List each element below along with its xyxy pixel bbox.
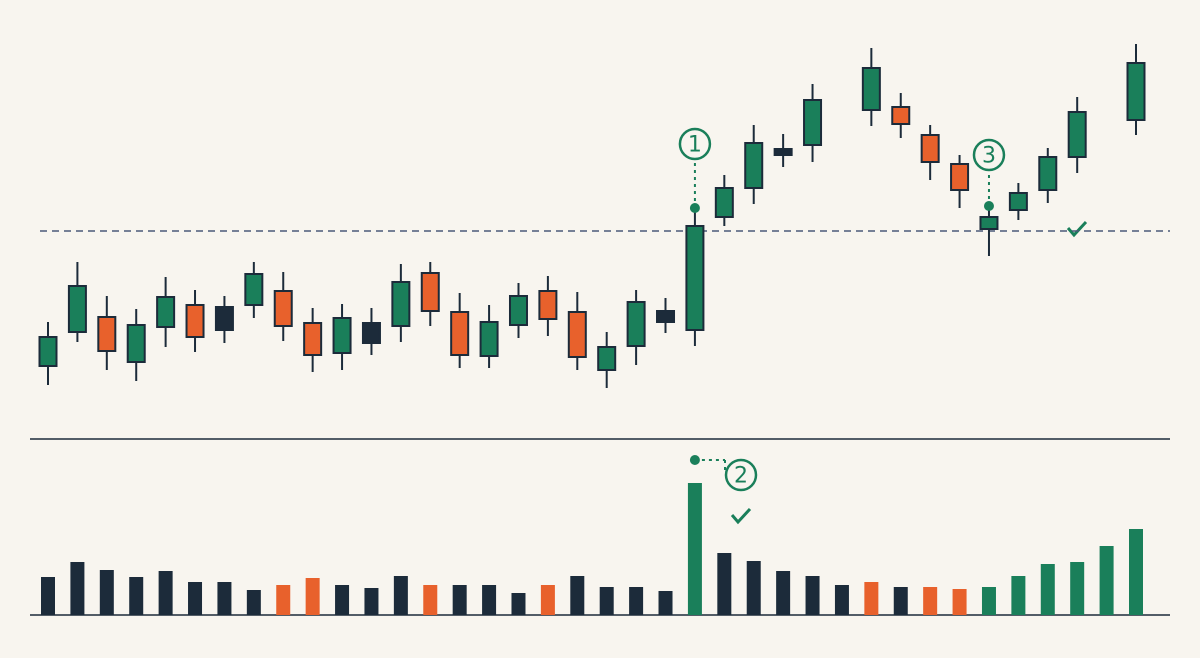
volume-bar	[717, 553, 732, 615]
candle-body	[420, 272, 440, 312]
volume-bar	[1070, 562, 1085, 615]
volume-bar	[511, 593, 526, 615]
volume-bar	[864, 582, 879, 615]
volume-bar	[482, 585, 497, 615]
candle-body	[1038, 156, 1058, 191]
volume-bar	[41, 577, 55, 615]
volume-bar	[364, 588, 379, 615]
candle-body	[626, 301, 646, 347]
candle-body	[391, 281, 411, 327]
volume-bar	[1011, 576, 1026, 615]
volume-bar	[776, 571, 791, 615]
candle-body	[508, 295, 528, 326]
candle-body	[803, 99, 823, 146]
volume-bar	[540, 585, 555, 615]
candle-body	[1067, 111, 1087, 158]
candle-body	[303, 322, 323, 356]
volume-bar	[746, 561, 761, 615]
candle-body	[361, 322, 381, 344]
candle-body	[773, 148, 793, 156]
annotation-circle	[972, 138, 1006, 172]
volume-bar	[629, 587, 644, 615]
annotation-label: 3	[982, 144, 996, 169]
candle-body	[450, 311, 470, 356]
candle-body	[1126, 62, 1146, 121]
candle-body	[685, 225, 705, 331]
candle-body	[656, 310, 676, 323]
volume-bar	[70, 562, 85, 615]
candle-body	[214, 306, 234, 331]
candle-body	[479, 321, 499, 357]
annotation-label: 2	[734, 464, 748, 489]
annotation-circle	[678, 127, 712, 161]
volume-bar	[452, 585, 467, 615]
volume-bar	[1129, 529, 1143, 615]
volume-bar	[188, 582, 203, 615]
candle-body	[97, 316, 117, 352]
candle-body	[38, 336, 58, 367]
volume-bar	[423, 585, 438, 615]
annotation-circle	[724, 458, 758, 492]
candle-body	[920, 134, 940, 163]
candle-body	[744, 142, 764, 189]
volume-bar	[246, 590, 261, 615]
candle-body	[332, 317, 352, 354]
candle-body	[567, 311, 587, 358]
volume-bar	[393, 576, 408, 615]
volume-bar	[99, 570, 114, 615]
volume-bar	[570, 576, 585, 615]
candle-body	[185, 304, 205, 338]
volume-bar	[158, 571, 173, 615]
volume-bar	[834, 585, 849, 615]
candle-body	[891, 106, 911, 125]
candle-body	[67, 285, 87, 333]
volume-bar	[923, 587, 938, 615]
volume-bar	[276, 585, 291, 615]
candle-body	[126, 324, 146, 363]
volume-bar	[599, 587, 614, 615]
volume-bar	[952, 589, 967, 615]
annotation-label: 1	[688, 133, 702, 158]
volume-bar	[1099, 546, 1114, 615]
volume-bar	[687, 483, 702, 615]
candle-body	[1008, 192, 1028, 211]
check-mark	[730, 507, 752, 525]
candle-body	[273, 290, 293, 327]
volume-bar	[981, 587, 996, 615]
candle-body	[538, 290, 558, 320]
volume-bar	[129, 577, 144, 615]
candle-body	[714, 187, 734, 218]
volume-bar	[658, 591, 673, 615]
volume-bar	[893, 587, 908, 615]
candle-body	[597, 346, 617, 371]
candle-body	[861, 67, 881, 111]
volume-bar	[1040, 564, 1055, 615]
candle-body	[244, 273, 264, 306]
candle-body	[950, 163, 970, 191]
check-mark	[1066, 220, 1088, 238]
candle-body	[979, 216, 999, 230]
volume-bar	[805, 576, 820, 615]
volume-bar	[217, 582, 232, 615]
candle-body	[156, 296, 176, 328]
volume-bar	[305, 578, 320, 615]
volume-bar	[335, 585, 350, 615]
